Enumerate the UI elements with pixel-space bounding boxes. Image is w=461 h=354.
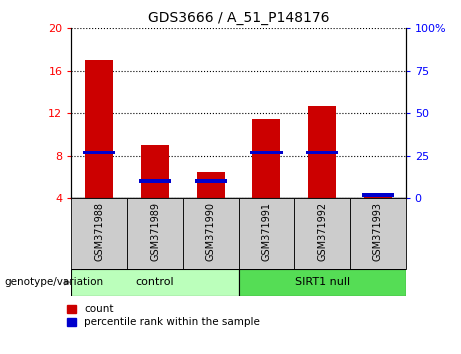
Bar [183,198,238,269]
Bar [362,193,394,197]
Bar [85,60,113,198]
Bar [238,269,406,296]
Bar [83,150,115,154]
Text: GSM371989: GSM371989 [150,202,160,261]
Bar [253,119,280,198]
Bar [294,198,350,269]
Bar [250,150,283,154]
Bar [71,269,239,296]
Bar [364,193,392,198]
Bar [141,145,169,198]
Text: SIRT1 null: SIRT1 null [295,277,350,287]
Bar [308,106,336,198]
Text: GSM371993: GSM371993 [373,202,383,261]
Title: GDS3666 / A_51_P148176: GDS3666 / A_51_P148176 [148,11,329,24]
Bar [139,179,171,183]
Bar [195,179,227,183]
Bar [350,198,406,269]
Text: GSM371990: GSM371990 [206,202,216,261]
Bar [238,198,294,269]
Bar [127,198,183,269]
Text: GSM371991: GSM371991 [261,202,272,261]
Text: GSM371988: GSM371988 [95,202,104,261]
Legend: count, percentile rank within the sample: count, percentile rank within the sample [67,304,260,327]
Text: control: control [136,277,174,287]
Text: genotype/variation: genotype/variation [5,277,104,287]
Bar [71,198,127,269]
Text: GSM371992: GSM371992 [317,202,327,261]
Bar [306,150,338,154]
Bar [197,172,225,198]
